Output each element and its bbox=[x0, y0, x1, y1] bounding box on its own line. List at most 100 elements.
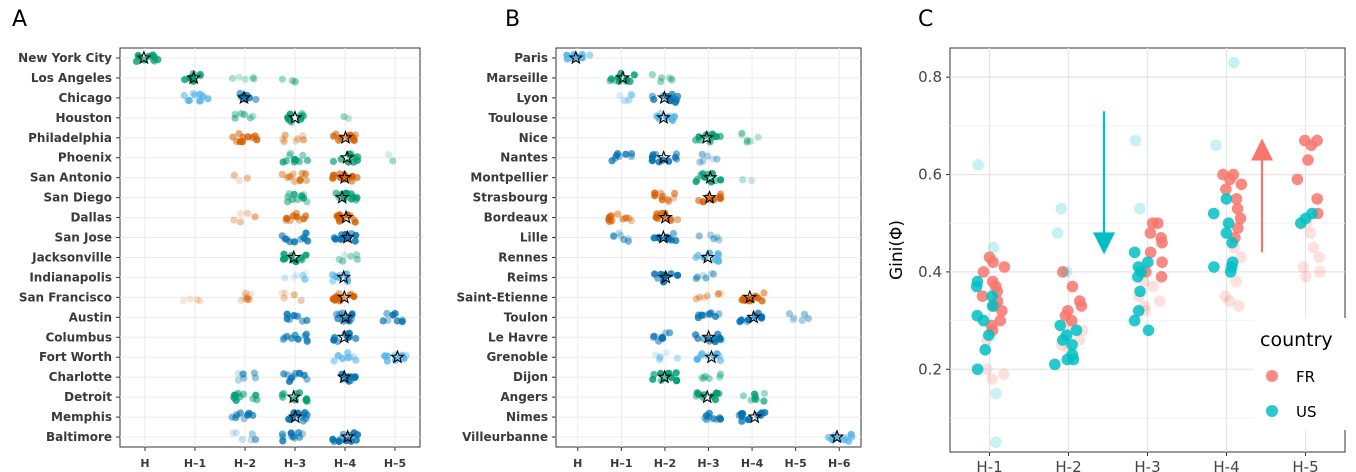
data-point bbox=[232, 137, 241, 145]
data-point bbox=[630, 71, 638, 79]
legend-title: country bbox=[1260, 329, 1333, 351]
data-point bbox=[709, 270, 718, 278]
data-point bbox=[285, 116, 293, 124]
data-point-fr bbox=[996, 305, 1008, 317]
data-point bbox=[706, 310, 714, 318]
data-point-us bbox=[1054, 319, 1067, 332]
data-point bbox=[249, 395, 257, 403]
data-point bbox=[760, 289, 768, 297]
data-point bbox=[705, 374, 713, 383]
city-label: Philadelphia bbox=[28, 131, 112, 145]
data-point bbox=[739, 392, 748, 400]
x-tick-label: H–3 bbox=[697, 457, 719, 470]
y-tick-label: 0.8 bbox=[918, 68, 942, 86]
data-point bbox=[624, 237, 633, 245]
data-point bbox=[285, 190, 293, 198]
city-label: Chicago bbox=[58, 91, 112, 105]
data-point bbox=[297, 296, 305, 305]
data-point-us bbox=[1132, 305, 1145, 317]
data-point bbox=[240, 110, 248, 119]
data-point bbox=[699, 157, 707, 165]
data-point bbox=[563, 51, 571, 59]
data-point bbox=[285, 377, 294, 385]
data-point-us bbox=[1210, 139, 1222, 152]
data-point bbox=[289, 170, 297, 178]
data-point bbox=[335, 437, 343, 446]
x-tick-label: H-1 bbox=[976, 458, 1002, 472]
data-point bbox=[713, 155, 721, 163]
data-point bbox=[671, 189, 679, 197]
data-point bbox=[757, 314, 766, 322]
data-point bbox=[714, 290, 722, 298]
legend-swatch-fr bbox=[1266, 370, 1278, 382]
data-point bbox=[841, 436, 849, 444]
data-point bbox=[400, 354, 408, 363]
data-point bbox=[249, 411, 257, 419]
data-point bbox=[279, 336, 287, 344]
hub-star-marker bbox=[704, 349, 719, 364]
panel-a-chart: New York City Los Angeles Chicago Houston Ph… bbox=[18, 47, 421, 470]
hub-star-marker bbox=[338, 209, 354, 224]
city-label: Dijon bbox=[513, 370, 548, 384]
data-point bbox=[298, 192, 306, 200]
data-point bbox=[296, 177, 304, 185]
data-point bbox=[707, 231, 715, 239]
data-point bbox=[300, 410, 308, 418]
data-point-us bbox=[1128, 314, 1141, 327]
data-point bbox=[674, 271, 682, 279]
data-point bbox=[716, 132, 724, 140]
data-point bbox=[692, 275, 700, 283]
city-label: Le Havre bbox=[488, 330, 548, 344]
data-point-us bbox=[1055, 202, 1067, 215]
city-label: Charlotte bbox=[49, 370, 112, 384]
data-point bbox=[389, 157, 397, 165]
panel-label-c: C bbox=[918, 7, 933, 32]
data-point bbox=[350, 158, 358, 166]
data-point bbox=[354, 153, 362, 161]
data-point bbox=[299, 136, 307, 144]
x-tick-label: H-3 bbox=[1134, 458, 1160, 472]
data-point bbox=[695, 232, 703, 240]
data-point-fr bbox=[1223, 295, 1236, 307]
data-point bbox=[671, 98, 680, 106]
city-label: Marseille bbox=[486, 71, 548, 85]
data-point bbox=[288, 433, 296, 441]
data-point bbox=[715, 290, 723, 298]
x-tick-label: H–2 bbox=[234, 457, 256, 470]
data-point bbox=[243, 174, 251, 182]
data-point bbox=[711, 335, 719, 343]
data-point-us bbox=[1142, 256, 1154, 269]
data-point bbox=[652, 351, 660, 359]
data-point bbox=[343, 234, 351, 243]
data-point bbox=[296, 433, 304, 441]
data-point bbox=[285, 152, 294, 160]
data-point bbox=[693, 389, 701, 397]
data-point bbox=[294, 335, 302, 343]
data-point bbox=[740, 294, 748, 302]
data-point bbox=[280, 250, 288, 258]
city-label: Rennes bbox=[498, 250, 548, 264]
city-label: Nice bbox=[519, 131, 548, 145]
data-point bbox=[235, 177, 243, 185]
data-point bbox=[303, 316, 311, 324]
data-point bbox=[353, 431, 362, 439]
data-point bbox=[714, 252, 722, 260]
city-label: Dallas bbox=[70, 211, 112, 225]
data-point bbox=[339, 257, 347, 265]
x-tick-label: H–5 bbox=[384, 457, 406, 470]
city-label: Grenoble bbox=[486, 350, 548, 364]
data-point bbox=[747, 137, 755, 145]
data-point bbox=[204, 95, 212, 103]
data-point bbox=[278, 170, 286, 178]
city-label: San Antonio bbox=[30, 171, 112, 185]
x-tick-label: H-2 bbox=[1055, 458, 1081, 472]
data-point bbox=[665, 197, 673, 206]
data-point bbox=[231, 114, 239, 122]
data-point bbox=[699, 271, 707, 279]
hub-star-marker bbox=[746, 309, 762, 324]
data-point-us bbox=[1220, 193, 1233, 205]
hub-star-marker bbox=[656, 149, 672, 165]
data-point bbox=[179, 297, 188, 305]
y-tick-label: 0.2 bbox=[918, 360, 942, 378]
